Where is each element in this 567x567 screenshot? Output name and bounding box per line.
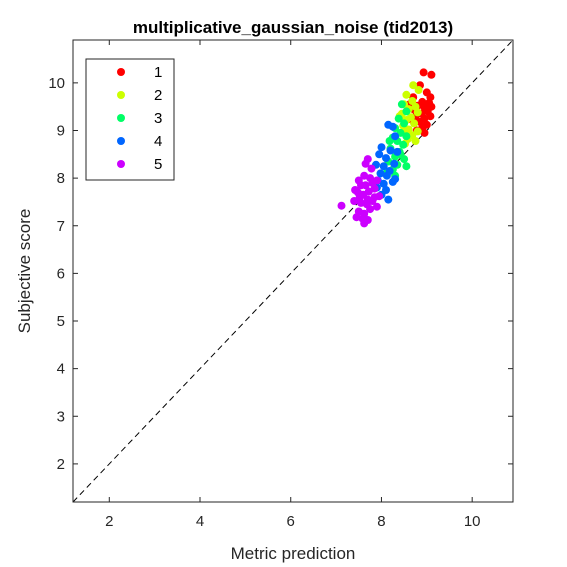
data-point-series-5-12 xyxy=(370,184,379,193)
data-point-series-4-20 xyxy=(384,195,393,204)
data-point-series-4-6 xyxy=(375,150,384,159)
x-tick-label-4: 4 xyxy=(196,513,204,530)
data-point-series-2-1 xyxy=(414,86,423,94)
data-point-series-4-8 xyxy=(390,159,399,168)
data-point-series-3-0 xyxy=(397,100,406,109)
y-tick-label-5: 5 xyxy=(57,313,65,330)
data-point-series-5-5 xyxy=(367,164,376,173)
legend-marker-5 xyxy=(117,160,125,168)
reference-line-layer xyxy=(72,39,514,503)
y-axis-label: Subjective score xyxy=(15,209,34,334)
data-point-series-4-10 xyxy=(379,162,388,171)
data-point-series-2-18 xyxy=(411,137,420,145)
x-tick-label-6: 6 xyxy=(287,513,295,530)
data-point-series-5-26 xyxy=(355,193,364,202)
x-tick-label-8: 8 xyxy=(377,513,385,530)
data-point-series-3-16 xyxy=(402,162,411,171)
data-point-series-2-7 xyxy=(413,108,422,117)
y-tick-label-8: 8 xyxy=(57,170,65,187)
data-point-series-4-2 xyxy=(391,132,400,141)
legend: 1 2 3 4 5 xyxy=(85,58,175,181)
y-tick-label-3: 3 xyxy=(57,408,65,425)
data-point-series-2-11 xyxy=(410,119,419,128)
data-point-series-4-5 xyxy=(393,147,402,156)
data-points-layer xyxy=(337,68,436,228)
data-point-series-5-28 xyxy=(370,193,379,202)
data-point-series-4-16 xyxy=(379,179,388,188)
legend-label-2: 2 xyxy=(154,87,162,104)
chart-title: multiplicative_gaussian_noise (tid2013) xyxy=(133,18,453,37)
data-point-series-4-3 xyxy=(377,143,386,152)
legend-marker-1 xyxy=(117,68,125,76)
legend-marker-2 xyxy=(117,91,125,99)
legend-label-4: 4 xyxy=(154,133,162,150)
y-tick-label-9: 9 xyxy=(57,122,65,139)
y-tick-label-7: 7 xyxy=(57,218,65,235)
x-axis-label: Metric prediction xyxy=(231,544,356,563)
data-point-series-3-9 xyxy=(399,140,408,149)
data-point-series-4-12 xyxy=(376,169,385,178)
data-point-series-5-4 xyxy=(361,159,370,168)
data-point-series-3-3 xyxy=(400,119,409,128)
data-point-series-2-2 xyxy=(402,90,411,99)
data-point-series-5-18 xyxy=(372,202,381,211)
data-point-series-3-1 xyxy=(402,107,411,116)
data-point-series-5-8 xyxy=(372,176,381,185)
data-point-series-5-21 xyxy=(366,205,375,214)
data-point-series-4-4 xyxy=(386,146,395,155)
y-tick-label-10: 10 xyxy=(48,75,65,92)
data-point-series-1-1 xyxy=(427,70,436,79)
data-point-series-3-21 xyxy=(385,137,394,145)
x-tick-label-2: 2 xyxy=(105,513,113,530)
data-point-series-1-23 xyxy=(420,128,429,137)
y-tick-label-2: 2 xyxy=(57,456,65,473)
y-tick-label-6: 6 xyxy=(57,265,65,282)
legend-label-5: 5 xyxy=(154,156,162,173)
data-point-series-5-30 xyxy=(361,181,370,190)
y-axis-ticks: 2 3 4 5 6 7 8 9 10 xyxy=(48,75,513,473)
legend-label-3: 3 xyxy=(154,110,162,127)
data-point-series-3-2 xyxy=(394,114,403,123)
data-point-series-2-0 xyxy=(409,81,418,90)
reference-line xyxy=(72,39,514,503)
legend-box xyxy=(85,58,175,181)
data-point-series-4-21 xyxy=(391,175,400,184)
data-point-series-3-6 xyxy=(402,132,411,141)
x-tick-label-10: 10 xyxy=(464,513,481,530)
x-axis-ticks: 2 4 6 8 10 xyxy=(105,40,481,530)
legend-label-1: 1 xyxy=(154,64,162,81)
data-point-series-4-13 xyxy=(382,171,391,180)
data-point-series-4-7 xyxy=(382,154,390,163)
data-point-series-5-0 xyxy=(337,201,346,210)
legend-marker-3 xyxy=(117,114,125,122)
data-point-series-5-25 xyxy=(360,219,369,228)
plot-frame xyxy=(72,39,514,503)
data-point-series-5-29 xyxy=(351,186,360,194)
data-point-series-4-1 xyxy=(388,122,397,131)
legend-marker-4 xyxy=(117,137,125,145)
y-tick-label-4: 4 xyxy=(57,361,65,378)
data-point-series-5-31 xyxy=(366,174,375,183)
data-point-series-5-27 xyxy=(363,195,372,204)
data-point-series-1-0 xyxy=(419,68,428,77)
